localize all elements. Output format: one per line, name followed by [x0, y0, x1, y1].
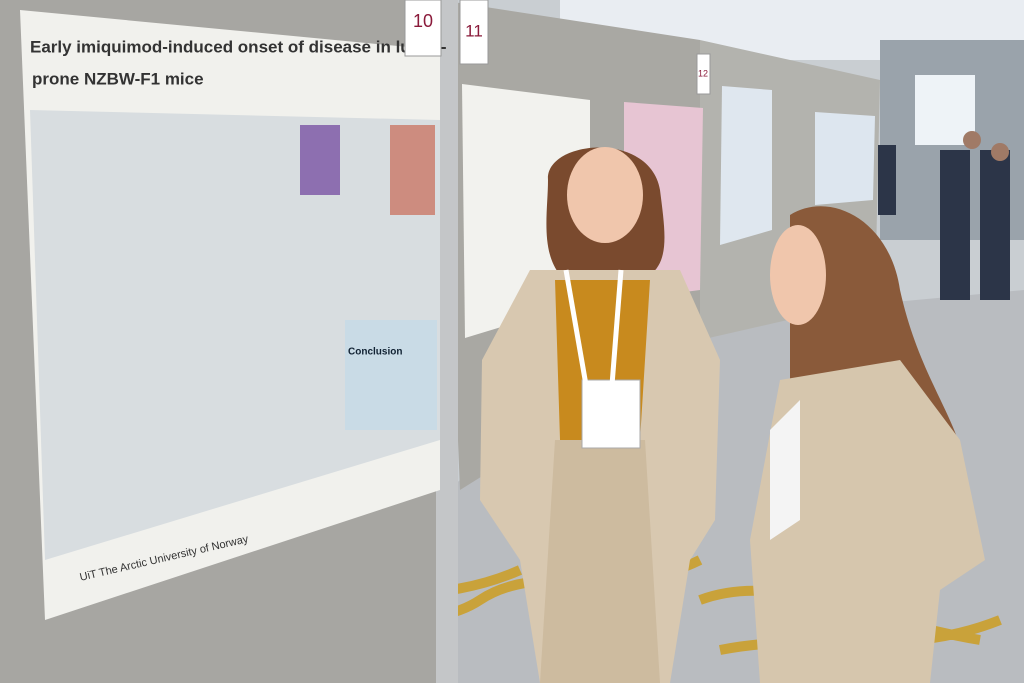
shape: [980, 150, 1010, 300]
poster-figures: [30, 110, 440, 560]
poster: [720, 86, 772, 245]
shape: [540, 440, 660, 683]
shape: [563, 269, 589, 386]
poster-title: Early imiquimod-induced onset of disease…: [30, 37, 447, 56]
poster-title: prone NZBW-F1 mice: [32, 69, 204, 88]
poster: [815, 112, 875, 205]
distant-people: [878, 131, 1010, 300]
number-card: [696, 53, 711, 95]
board-number: 11: [465, 21, 483, 40]
shape: [770, 400, 800, 540]
shape: [581, 379, 641, 449]
person-left: [480, 147, 720, 683]
poster-conclusion-box: [345, 320, 437, 430]
far-window: [915, 75, 975, 145]
board-pole: [436, 0, 458, 683]
shape: [750, 360, 985, 683]
shape: [963, 131, 981, 149]
poster-figure: [390, 125, 435, 215]
person-right: [750, 206, 985, 683]
shape: [878, 145, 896, 215]
shape: [940, 150, 970, 300]
board-number: 12: [698, 68, 708, 78]
shape: [770, 225, 826, 325]
shape: [567, 147, 643, 243]
number-card: [404, 0, 442, 57]
poster-section: Conclusion: [348, 347, 402, 358]
poster-figure: [300, 125, 340, 195]
number-card: [459, 0, 489, 65]
shape: [609, 269, 624, 386]
board-number: 10: [413, 11, 433, 31]
shape: [991, 143, 1009, 161]
